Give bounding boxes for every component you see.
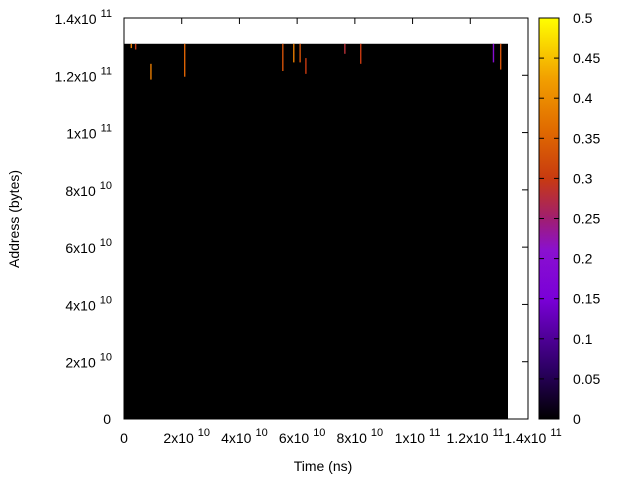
colorbar-tick-label: 0.2 [573, 251, 593, 267]
y-tick-label: 8x10 10 [65, 180, 112, 199]
axis-ticks: 0 2x10 10 4x10 10 6x10 10 8x10 10 1x10 11 1.2x10 11 1… [55, 8, 562, 446]
heatmap-hot-spot [299, 43, 301, 63]
x-tick-label: 1x10 11 [395, 427, 441, 446]
heatmap-hot-spot [184, 43, 186, 77]
colorbar-tick-label: 0.1 [573, 331, 593, 347]
colorbar-tick-label: 0.15 [573, 291, 600, 307]
plot-area [123, 17, 529, 420]
colorbar-tick-label: 0.4 [573, 90, 593, 106]
heatmap-body [124, 43, 508, 420]
y-tick-label: 1x10 11 [66, 123, 112, 142]
heatmap-hot-spot [150, 63, 152, 80]
x-tick-label: 1.4x10 11 [504, 427, 561, 446]
heatmap-hot-spot [293, 43, 295, 63]
x-tick-label: 0 [120, 430, 128, 446]
colorbar-tick-label: 0.5 [573, 10, 593, 26]
x-tick-label: 6x10 10 [279, 427, 326, 446]
y-tick-label: 1.2x10 11 [55, 65, 112, 84]
y-tick-label: 0 [103, 411, 111, 427]
heatmap-hot-spot [344, 43, 346, 54]
heatmap-hot-spot [499, 43, 502, 70]
heatmap-hot-spot [130, 43, 133, 49]
x-tick-label: 4x10 10 [221, 427, 268, 446]
y-tick-label: 6x10 10 [65, 237, 112, 256]
heatmap-hot-spot [360, 43, 362, 64]
colorbar-tick-label: 0.45 [573, 50, 600, 66]
colorbar-tick-label: 0.3 [573, 170, 593, 186]
colorbar-tick-label: 0 [573, 411, 581, 427]
x-tick-label: 2x10 10 [163, 427, 210, 446]
x-axis-label: Time (ns) [294, 458, 353, 474]
colorbar-tick-label: 0.25 [573, 211, 600, 227]
plot-border [123, 17, 529, 420]
y-axis-label: Address (bytes) [6, 170, 22, 268]
y-tick-label: 4x10 10 [65, 294, 112, 313]
heatmap-hot-spot [134, 43, 137, 50]
y-tick-label: 2x10 10 [65, 352, 112, 371]
colorbar: 0 0.05 0.1 0.15 0.2 0.25 0.3 0.35 0.4 0.45 0.5 [538, 10, 600, 427]
heatmap-hot-spot [282, 43, 284, 71]
colorbar-tick-label: 0.35 [573, 130, 600, 146]
colorbar-tick-label: 0.05 [573, 371, 600, 387]
y-tick-label: 1.4x10 11 [55, 8, 112, 27]
heatmap-hot-spot [305, 58, 307, 74]
x-tick-label: 1.2x10 11 [447, 427, 504, 446]
heatmap-hot-spot [492, 43, 495, 63]
x-tick-label: 8x10 10 [337, 427, 384, 446]
